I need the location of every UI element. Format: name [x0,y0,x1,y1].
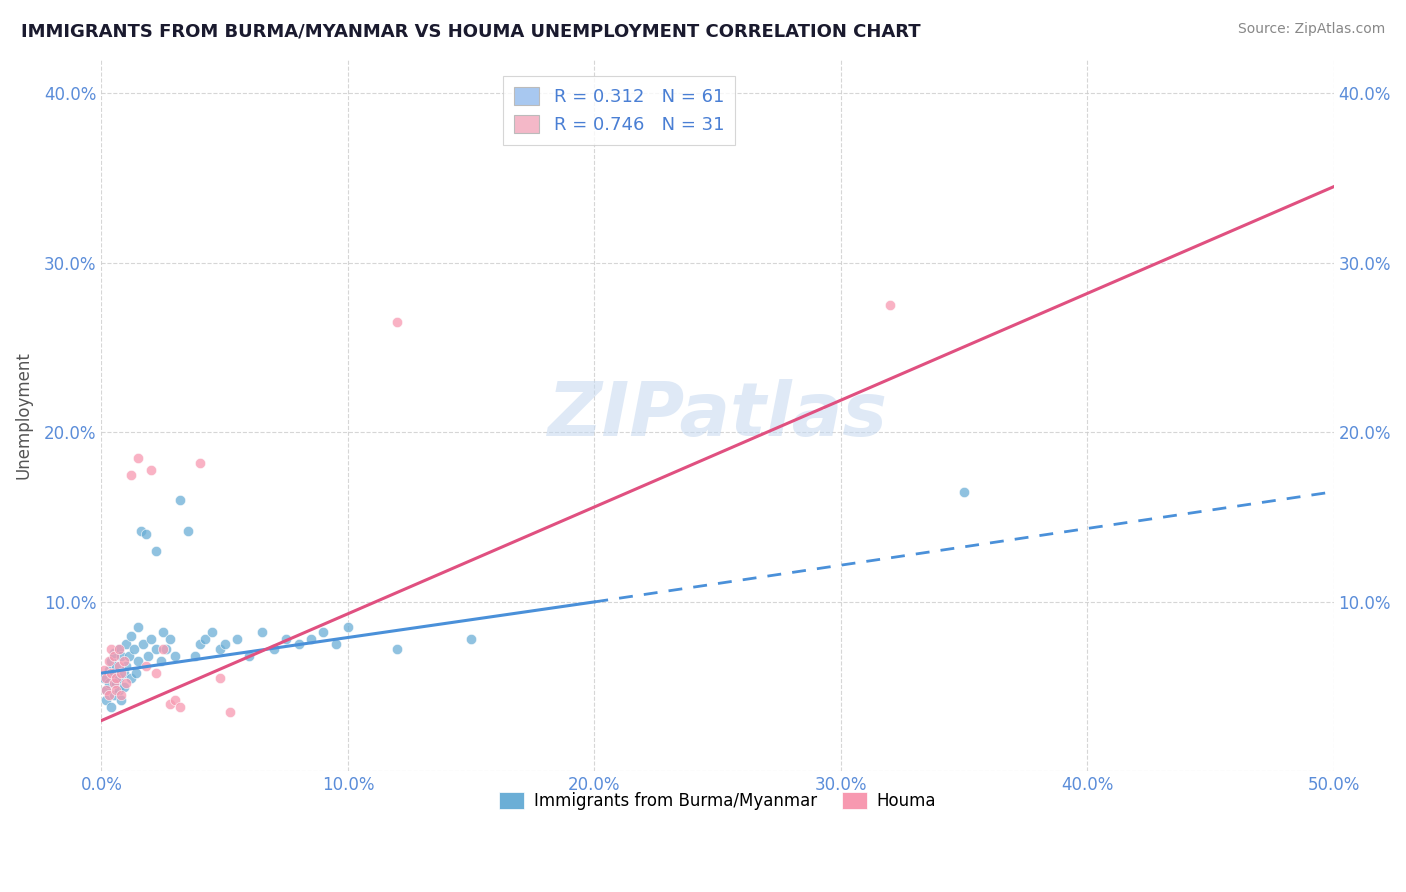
Point [100,666,122,681]
Text: IMMIGRANTS FROM BURMA/MYANMAR VS HOUMA UNEMPLOYMENT CORRELATION CHART: IMMIGRANTS FROM BURMA/MYANMAR VS HOUMA U… [21,22,921,40]
Point [385,642,408,657]
Point [96,671,118,685]
Point [105,676,128,690]
Point [100,700,122,714]
Point [103,646,125,660]
Point [188,637,211,651]
Point [103,649,125,664]
Point [276,632,298,647]
Point [136,649,159,664]
Point [107,671,129,685]
Point [149,654,172,668]
Point [287,637,309,651]
Point [325,637,347,651]
Point [152,642,174,657]
Point [208,671,231,685]
Point [112,666,135,681]
Point [208,642,231,657]
Point [110,666,132,681]
Point [107,642,129,657]
Point [139,632,162,647]
Point [953,484,976,499]
Point [152,625,174,640]
Point [312,625,335,640]
Point [145,666,167,681]
Point [112,654,135,668]
Point [385,315,408,329]
Point [201,625,224,640]
Point [105,683,128,698]
Point [218,705,240,719]
Point [145,642,167,657]
Point [97,676,120,690]
Point [117,649,139,664]
Point [135,527,157,541]
Point [100,642,122,657]
Point [96,683,118,698]
Point [165,693,187,707]
Point [250,625,273,640]
Point [263,642,285,657]
Point [110,688,132,702]
Point [120,671,142,685]
Text: ZIPatlas: ZIPatlas [547,379,887,452]
Point [169,700,191,714]
Legend: Immigrants from Burma/Myanmar, Houma: Immigrants from Burma/Myanmar, Houma [492,785,943,816]
Point [145,544,167,558]
Point [194,632,217,647]
Point [336,620,359,634]
Point [159,632,181,647]
Point [107,659,129,673]
Point [115,659,138,673]
Point [107,683,129,698]
Point [879,298,901,312]
Point [135,659,157,673]
Point [127,450,149,465]
Y-axis label: Unemployment: Unemployment [15,351,32,479]
Point [105,659,128,673]
Point [110,693,132,707]
Point [127,654,149,668]
Point [93,663,115,677]
Point [103,666,125,681]
Point [107,642,129,657]
Point [127,620,149,634]
Point [299,632,322,647]
Point [103,688,125,702]
Point [122,642,145,657]
Point [97,688,120,702]
Point [96,683,118,698]
Point [214,637,236,651]
Point [100,654,122,668]
Point [115,637,138,651]
Point [105,671,128,685]
Point [226,632,249,647]
Point [93,671,115,685]
Point [112,680,135,694]
Point [184,649,207,664]
Point [97,654,120,668]
Point [97,663,120,677]
Point [110,649,132,664]
Point [120,467,142,482]
Point [132,637,155,651]
Point [120,629,142,643]
Point [177,524,200,538]
Point [96,693,118,707]
Point [460,632,482,647]
Point [103,676,125,690]
Point [125,666,148,681]
Point [155,642,177,657]
Point [238,649,260,664]
Point [129,524,152,538]
Point [159,697,181,711]
Text: Source: ZipAtlas.com: Source: ZipAtlas.com [1237,22,1385,37]
Point [139,463,162,477]
Point [165,649,187,664]
Point [169,493,191,508]
Point [115,676,138,690]
Point [188,456,211,470]
